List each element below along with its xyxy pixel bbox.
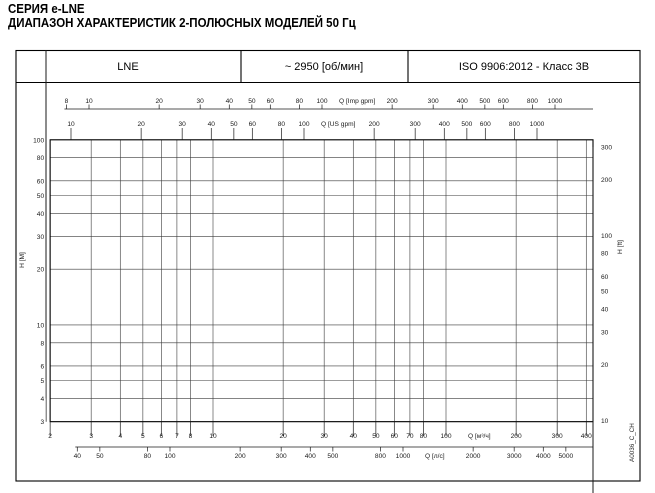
svg-text:6: 6 [40,363,44,370]
svg-text:4: 4 [118,433,122,440]
svg-text:80: 80 [144,453,152,460]
svg-text:40: 40 [37,211,45,218]
svg-text:~ 2950 [об/мин]: ~ 2950 [об/мин] [285,61,363,73]
svg-text:40: 40 [226,98,234,105]
svg-text:600: 600 [480,121,491,128]
svg-text:8: 8 [189,433,193,440]
svg-text:10: 10 [601,418,609,425]
svg-text:300: 300 [601,144,612,151]
svg-text:500: 500 [461,121,472,128]
svg-text:100: 100 [164,453,175,460]
svg-text:100: 100 [33,137,44,144]
svg-text:300: 300 [552,433,563,440]
svg-text:100: 100 [298,121,309,128]
svg-text:30: 30 [196,98,204,105]
svg-text:1000: 1000 [530,121,545,128]
svg-text:200: 200 [369,121,380,128]
svg-text:4000: 4000 [536,453,551,460]
svg-text:10: 10 [85,98,93,105]
svg-text:40: 40 [208,121,216,128]
svg-text:200: 200 [511,433,522,440]
svg-text:50: 50 [96,453,104,460]
svg-text:60: 60 [249,121,257,128]
svg-text:8: 8 [40,340,44,347]
svg-text:400: 400 [439,121,450,128]
svg-text:20: 20 [279,433,287,440]
svg-text:500: 500 [479,98,490,105]
svg-text:80: 80 [37,155,45,162]
svg-text:400: 400 [305,453,316,460]
svg-text:100: 100 [440,433,451,440]
svg-text:3000: 3000 [507,453,522,460]
svg-text:Q [л/с]: Q [л/с] [425,453,445,460]
svg-text:2: 2 [48,433,52,440]
svg-text:800: 800 [375,453,386,460]
svg-text:10: 10 [67,121,75,128]
svg-text:20: 20 [37,267,45,274]
svg-text:1000: 1000 [548,98,563,105]
svg-text:5000: 5000 [559,453,574,460]
svg-text:400: 400 [581,433,592,440]
svg-text:200: 200 [387,98,398,105]
svg-text:20: 20 [137,121,145,128]
svg-text:60: 60 [601,274,609,281]
svg-text:H [ft]: H [ft] [617,240,624,254]
svg-text:300: 300 [276,453,287,460]
svg-text:50: 50 [248,98,256,105]
svg-text:200: 200 [235,453,246,460]
svg-text:200: 200 [601,177,612,184]
svg-text:300: 300 [410,121,421,128]
svg-text:500: 500 [327,453,338,460]
svg-text:400: 400 [457,98,468,105]
svg-text:40: 40 [74,453,82,460]
svg-text:H [M]: H [M] [19,252,26,268]
svg-text:800: 800 [509,121,520,128]
svg-text:LNE: LNE [117,61,138,73]
svg-text:3: 3 [89,433,93,440]
svg-text:50: 50 [372,433,380,440]
svg-text:8: 8 [65,98,69,105]
svg-text:30: 30 [37,234,45,241]
svg-text:60: 60 [267,98,275,105]
svg-text:30: 30 [601,330,609,337]
svg-text:300: 300 [428,98,439,105]
svg-text:2000: 2000 [466,453,481,460]
svg-text:40: 40 [601,306,609,313]
svg-text:6: 6 [159,433,163,440]
svg-text:5: 5 [141,433,145,440]
svg-text:600: 600 [498,98,509,105]
svg-text:10: 10 [209,433,217,440]
svg-text:Q [м³/ч]: Q [м³/ч] [468,433,491,440]
svg-text:80: 80 [296,98,304,105]
svg-text:70: 70 [406,433,414,440]
svg-text:3: 3 [40,419,44,426]
svg-text:ISO 9906:2012 - Класс 3В: ISO 9906:2012 - Класс 3В [459,61,589,73]
svg-text:100: 100 [601,233,612,240]
svg-text:4: 4 [40,396,44,403]
svg-text:50: 50 [230,121,238,128]
svg-text:10: 10 [37,322,45,329]
svg-text:A0036_C_CH: A0036_C_CH [629,423,636,462]
svg-text:60: 60 [391,433,399,440]
svg-text:30: 30 [320,433,328,440]
svg-text:80: 80 [601,251,609,258]
svg-text:1000: 1000 [396,453,411,460]
svg-text:Q [Imp gpm]: Q [Imp gpm] [339,98,375,105]
svg-text:7: 7 [175,433,179,440]
svg-text:20: 20 [601,362,609,369]
svg-text:50: 50 [37,193,45,200]
svg-text:Q [US gpm]: Q [US gpm] [321,121,356,128]
svg-text:80: 80 [278,121,286,128]
svg-text:800: 800 [527,98,538,105]
svg-text:80: 80 [420,433,428,440]
svg-text:30: 30 [178,121,186,128]
svg-text:5: 5 [40,378,44,385]
svg-text:100: 100 [316,98,327,105]
svg-text:20: 20 [155,98,163,105]
svg-text:40: 40 [350,433,358,440]
svg-text:60: 60 [37,178,45,185]
svg-text:50: 50 [601,289,609,296]
